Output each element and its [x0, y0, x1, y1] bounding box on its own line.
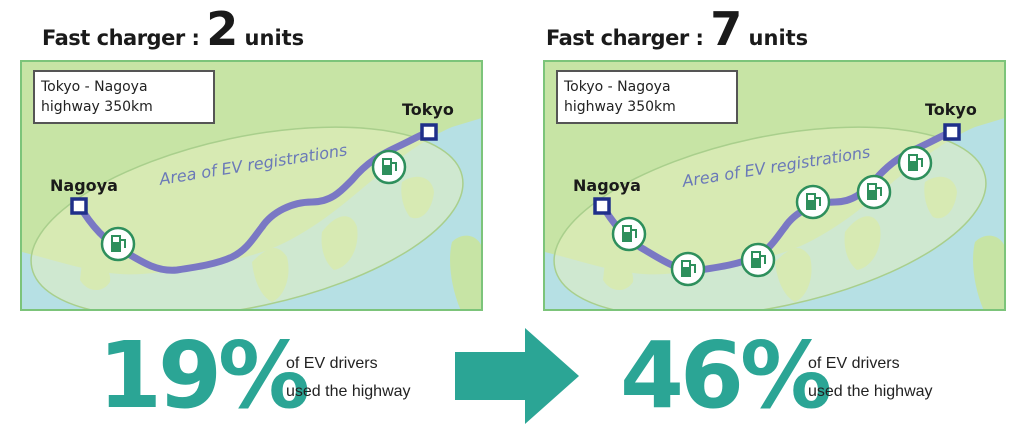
stat-caption-line-2: used the highway	[808, 383, 933, 400]
ev-charger-icon	[371, 149, 407, 185]
route-info-box: Tokyo - Nagoya highway 350km	[33, 70, 215, 124]
heading-label: Fast charger :	[546, 26, 711, 50]
city-label-tokyo: Tokyo	[402, 100, 454, 119]
stat-caption-line-2: used the highway	[286, 383, 411, 400]
ev-charger-icon	[795, 184, 831, 220]
ev-charger-icon	[740, 242, 776, 278]
heading-before: Fast charger : 2 units	[42, 6, 304, 56]
route-line-1: Tokyo - Nagoya	[564, 79, 671, 95]
heading-unit: units	[741, 26, 809, 50]
ev-charger-icon	[897, 145, 933, 181]
city-label-nagoya: Nagoya	[573, 176, 641, 195]
stat-caption-before: of EV drivers used the highway	[286, 350, 411, 406]
map-after: Tokyo - Nagoya highway 350km Nagoya Toky…	[543, 60, 1006, 311]
city-marker-icon	[420, 123, 438, 141]
map-graphic	[22, 62, 481, 309]
ev-charger-icon	[670, 251, 706, 287]
route-line-2: highway 350km	[41, 99, 153, 115]
stat-caption-line-1: of EV drivers	[286, 355, 378, 372]
right-arrow-icon	[455, 328, 579, 424]
heading-label: Fast charger :	[42, 26, 207, 50]
stat-caption-line-1: of EV drivers	[808, 355, 900, 372]
charger-count: 2	[206, 2, 238, 56]
route-line-2: highway 350km	[564, 99, 676, 115]
map-before: Tokyo - Nagoya highway 350km Nagoya Toky…	[20, 60, 483, 311]
route-info-box: Tokyo - Nagoya highway 350km	[556, 70, 738, 124]
stat-value-before: 19%	[98, 322, 310, 429]
route-line-1: Tokyo - Nagoya	[41, 79, 148, 95]
city-marker-icon	[943, 123, 961, 141]
map-graphic	[545, 62, 1004, 309]
ev-charger-icon	[856, 174, 892, 210]
city-label-tokyo: Tokyo	[925, 100, 977, 119]
heading-after: Fast charger : 7 units	[546, 6, 808, 56]
ev-charger-icon	[611, 216, 647, 252]
charger-count: 7	[710, 2, 742, 56]
city-marker-icon	[70, 197, 88, 215]
city-label-nagoya: Nagoya	[50, 176, 118, 195]
city-marker-icon	[593, 197, 611, 215]
heading-unit: units	[237, 26, 305, 50]
stat-caption-after: of EV drivers used the highway	[808, 350, 933, 406]
stat-value-after: 46%	[620, 322, 832, 429]
ev-charger-icon	[100, 226, 136, 262]
